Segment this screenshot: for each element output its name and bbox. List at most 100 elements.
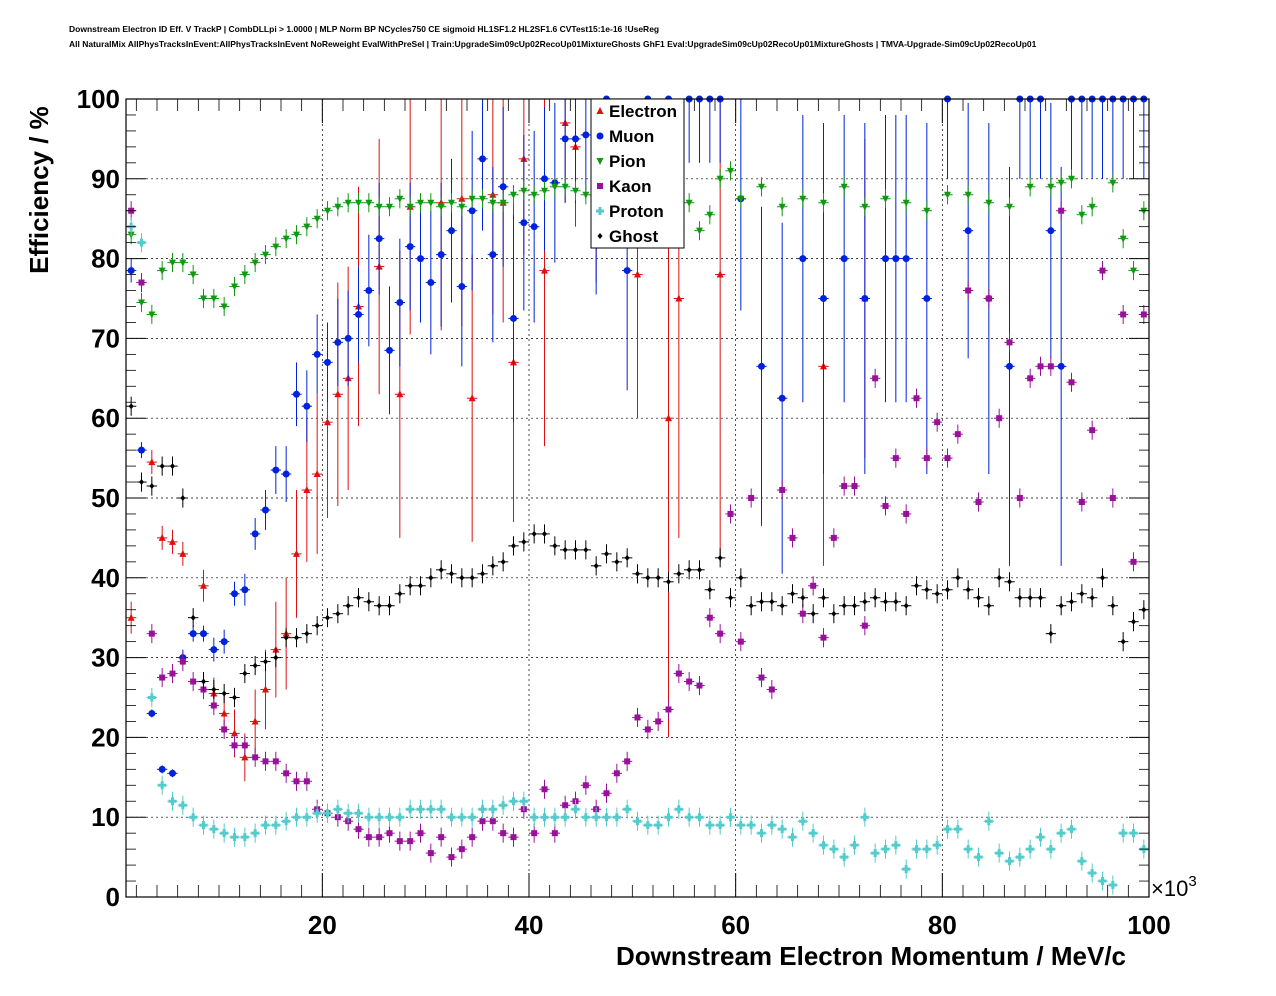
data-point-ghost [1120,638,1126,645]
data-point-electron [262,685,269,693]
data-point-muon [386,346,393,354]
data-point-kaon [272,758,279,765]
data-point-proton [1057,829,1066,838]
data-point-electron [396,390,404,398]
y-tick-label: 70 [91,323,120,353]
data-point-ghost [624,554,630,561]
data-point-kaon [448,854,455,861]
data-point-proton [571,805,580,814]
data-point-ghost [862,598,868,605]
data-point-proton [385,813,394,822]
data-point-ghost [645,574,651,581]
data-point-kaon [737,638,744,645]
data-point-muon [200,630,207,638]
data-point-ghost [407,582,413,589]
data-point-kaon [717,630,724,637]
data-point-proton [209,825,218,834]
data-point-ghost [149,483,155,490]
data-point-proton [953,825,962,834]
data-point-pion [582,191,590,199]
data-point-proton [1026,845,1035,854]
data-point-kaon [1130,558,1137,565]
data-point-proton [767,821,776,830]
data-point-kaon [148,630,155,637]
data-point-pion [386,203,393,211]
data-point-pion [355,199,362,207]
data-point-kaon [810,582,817,589]
data-point-proton [974,853,983,862]
data-point-muon [406,243,414,251]
data-point-ghost [697,566,702,573]
data-point-muon [375,235,383,243]
data-point-proton [943,825,952,834]
data-point-electron [324,418,331,426]
data-point-proton [664,813,673,822]
legend-marker-proton [596,207,604,215]
data-point-proton [612,813,621,822]
data-point-muon [158,765,166,773]
data-point-proton [447,813,456,822]
data-point-muon [272,466,280,474]
data-point-proton [282,817,291,826]
data-point-proton [416,805,425,814]
data-point-electron [158,533,166,541]
data-point-muon [344,334,352,342]
data-point-pion [324,207,331,215]
data-point-muon [448,227,455,235]
data-point-pion [820,199,827,207]
data-point-pion [231,283,238,291]
data-point-proton [375,813,384,822]
data-point-kaon [861,622,868,629]
data-point-proton [891,841,900,850]
data-point-kaon [779,487,786,494]
data-point-kaon [531,830,538,837]
data-point-muon [210,646,218,654]
data-point-kaon [407,838,414,845]
data-point-ghost [221,690,227,697]
data-point-proton [457,813,466,822]
data-point-pion [1088,203,1096,211]
header-line-2: All NaturalMix AllPhysTracksInEvent:AllP… [69,39,1037,49]
data-point-pion [706,211,714,219]
data-point-pion [944,191,951,199]
data-point-pion [262,251,269,259]
legend-marker-ghost [597,233,603,239]
data-point-kaon [820,634,827,641]
data-point-muon [623,267,631,275]
data-point-ghost [232,694,237,701]
data-point-kaon [1120,311,1127,318]
data-point-pion [417,199,424,207]
data-point-kaon [489,818,496,825]
data-point-ghost [945,586,950,593]
y-tick-label: 10 [91,802,120,832]
data-point-muon [293,390,300,398]
data-point-kaon [190,678,197,685]
series-proton [126,217,1149,895]
data-point-proton [168,797,177,806]
data-point-proton [230,833,239,842]
data-point-kaon [1058,207,1065,214]
data-point-proton [850,841,859,850]
data-point-muon [510,314,517,322]
data-point-pion [985,199,993,207]
data-point-muon [530,223,538,231]
data-point-pion [406,203,414,211]
data-point-muon [892,255,900,263]
data-point-proton [261,821,270,830]
data-point-muon [437,251,445,259]
data-point-muon [882,255,889,263]
legend-marker-electron [596,107,604,114]
data-point-ghost [294,634,299,641]
data-point-pion [479,195,486,203]
data-point-ghost [469,574,475,581]
data-point-muon [799,255,807,263]
data-point-kaon [231,742,238,749]
data-point-muon [458,283,466,291]
data-point-pion [1130,267,1137,275]
data-point-pion [189,271,197,279]
legend-box [590,98,685,249]
data-point-muon [840,255,848,263]
data-point-muon [148,709,156,717]
data-point-pion [179,259,187,267]
data-point-muon [169,769,176,777]
